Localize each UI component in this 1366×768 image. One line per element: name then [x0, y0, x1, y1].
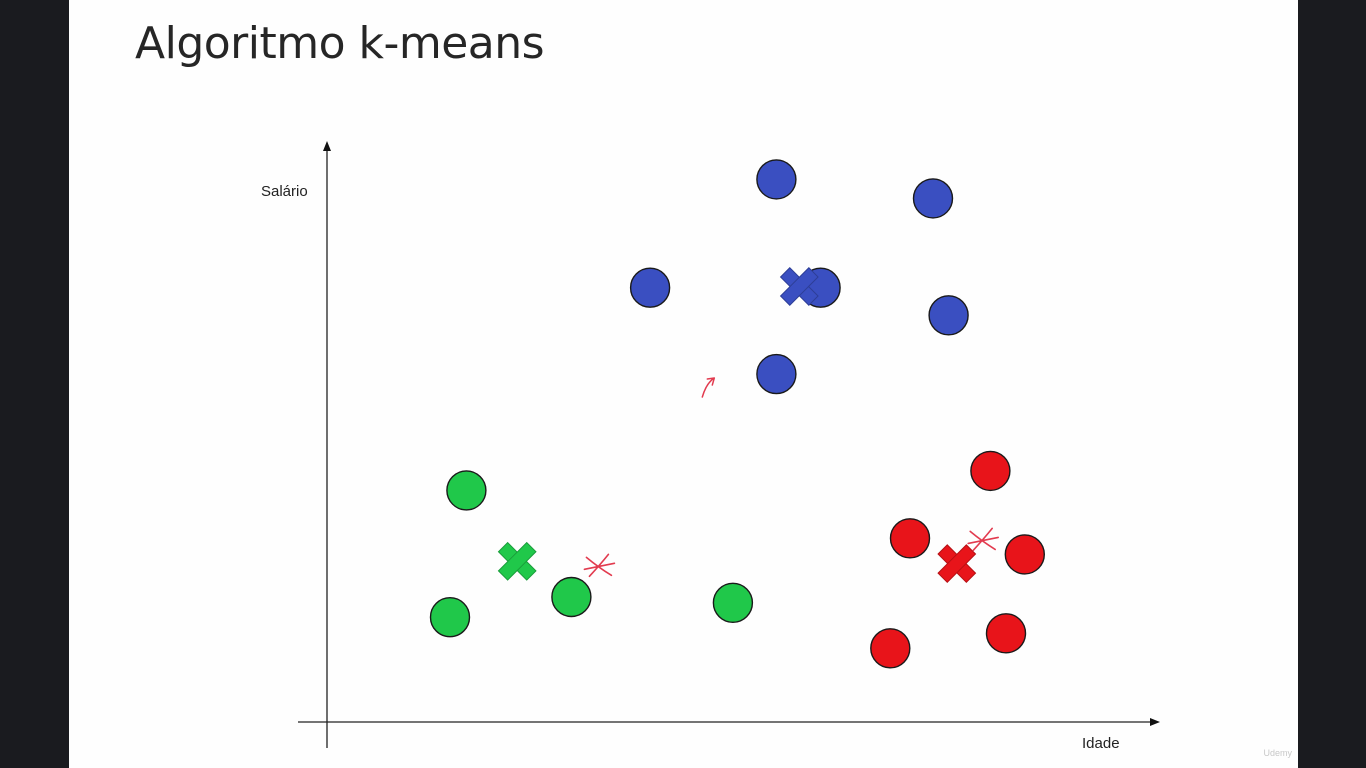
data-point: [889, 518, 931, 559]
data-point: [551, 576, 592, 618]
centroid-marker: [497, 541, 537, 581]
y-axis-label: Salário: [261, 183, 308, 200]
centroid-core: [948, 555, 966, 573]
data-point: [912, 178, 954, 219]
data-point: [870, 628, 911, 669]
data-point: [970, 450, 1011, 492]
watermark: Udemy: [1263, 748, 1292, 758]
data-point: [985, 613, 1027, 654]
centroid-core: [790, 278, 808, 295]
data-point: [928, 295, 969, 336]
annotation-arrow: [701, 377, 716, 398]
data-point: [756, 353, 797, 395]
data-point: [1004, 534, 1045, 575]
data-point: [629, 267, 671, 308]
centroid-marker: [779, 267, 819, 306]
kmeans-scatter-plot: Salário Idade: [261, 141, 1160, 752]
centroid-core: [508, 552, 526, 570]
x-axis-label: Idade: [1082, 735, 1120, 752]
annotation-mark: [583, 553, 616, 578]
data-point: [446, 470, 487, 511]
slide-title: Algoritmo k-means: [135, 18, 545, 69]
data-point: [712, 582, 754, 623]
data-point: [429, 597, 471, 638]
slide: Algoritmo k-means Salário Idade Udemy: [69, 0, 1298, 768]
annotation-mark: [967, 527, 999, 552]
centroid-marker: [937, 544, 977, 584]
data-point: [756, 159, 797, 200]
chart-marks: [429, 159, 1045, 669]
